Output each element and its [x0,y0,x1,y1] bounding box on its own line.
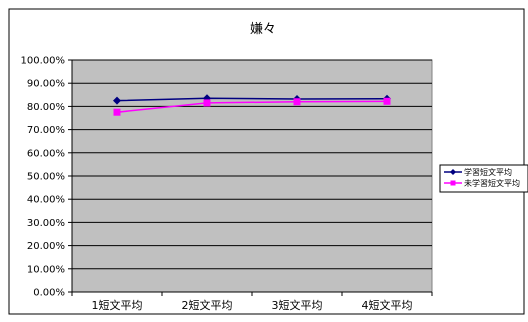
y-tick-label: 10.00% [27,264,65,275]
series-layer [113,94,391,116]
data-point [113,108,121,116]
y-tick-label: 60.00% [27,148,65,159]
x-axis: 1短文平均 2短文平均 3短文平均 4短文平均 [71,291,433,312]
y-tick-label: 40.00% [27,195,65,206]
y-tick-label: 30.00% [27,218,65,229]
data-point [203,99,211,107]
grid-lines [72,59,432,270]
y-axis: 0.00% 10.00% 20.00% 30.00% 40.00% 50.00% 60.00… [21,56,73,299]
data-point [293,98,301,106]
data-point [113,96,121,105]
x-tick-label: 4短文平均 [362,298,413,312]
y-tick-label: 20.00% [27,241,65,252]
chart-title: 嫌々 [250,22,276,37]
series-line-2 [116,100,388,113]
legend: 学習短文平均 未学習短文平均 [439,164,528,193]
y-tick-label: 100.00% [21,56,66,67]
y-tick-label: 0.00% [33,288,65,299]
legend-label-series-1: 学習短文平均 [464,167,512,177]
y-tick-label: 80.00% [27,102,65,113]
x-tick-label: 1短文平均 [92,298,143,312]
y-tick-label: 90.00% [27,79,65,90]
data-point [383,97,391,105]
y-tick-label: 70.00% [27,125,65,136]
legend-marker-series-1 [450,169,456,175]
legend-box [439,164,528,193]
legend-marker-series-2 [450,180,456,186]
series-line-1 [116,97,388,102]
y-tick-label: 50.00% [27,172,65,183]
x-tick-label: 2短文平均 [182,298,233,312]
legend-label-series-2: 未学習短文平均 [464,178,520,188]
x-tick-label: 3短文平均 [272,298,323,312]
